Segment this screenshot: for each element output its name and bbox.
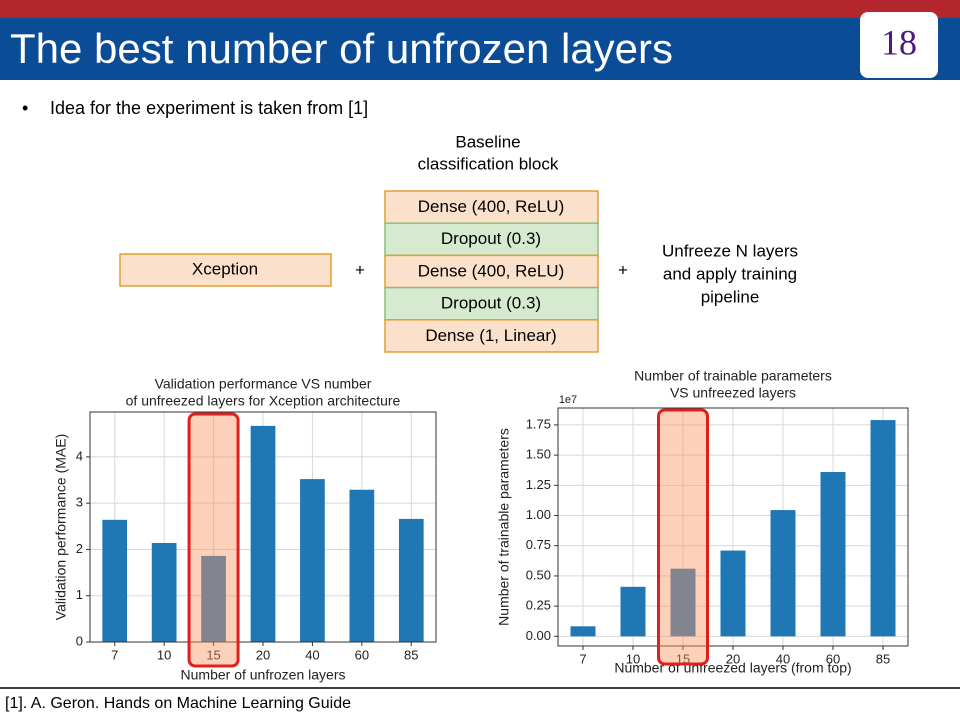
bar (398, 518, 424, 642)
y-tick-label: 0.00 (526, 628, 551, 643)
bar (870, 420, 896, 637)
layer-box (384, 286, 599, 321)
x-tick-label: 40 (305, 647, 319, 662)
chart-title: VS unfreezed layers (670, 385, 796, 401)
y-tick-label: 1.00 (526, 507, 551, 522)
bar (250, 425, 276, 642)
slide-title: The best number of unfrozen layers (10, 25, 673, 72)
bar (201, 555, 226, 642)
block-title: classification block (418, 154, 559, 173)
title-band (0, 18, 960, 80)
x-axis-label: Number of unfreezed layers (from top) (614, 660, 851, 676)
bar (300, 479, 325, 642)
plot-frame (557, 407, 909, 647)
y-tick-label: 1.75 (526, 416, 551, 431)
x-tick-label: 20 (256, 647, 270, 662)
y-tick-label: 1.50 (526, 447, 551, 462)
plus: + (618, 260, 628, 279)
chart-title: Validation performance VS number (155, 376, 372, 392)
highlight-box (187, 412, 240, 668)
y-axis-label: Number of trainable parameters (496, 428, 512, 626)
bullet-dot: • (22, 98, 28, 118)
layer-box (384, 190, 599, 224)
bar (820, 472, 846, 637)
bar (720, 550, 746, 637)
note: and apply training (663, 264, 797, 283)
x-tick-label: 40 (776, 651, 790, 666)
note: Unfreeze N layers (662, 241, 798, 260)
bar (620, 586, 646, 637)
layer-box (384, 319, 599, 353)
x-tick-label: 10 (157, 647, 171, 662)
layer-label: Dense (400, ReLU) (418, 197, 564, 216)
chart-title: of unfreezed layers for Xception archite… (126, 393, 401, 409)
layer-label: Dense (400, ReLU) (418, 261, 564, 280)
offset-label: 1e7 (559, 394, 577, 406)
backbone-box (119, 253, 332, 287)
plot-frame (89, 411, 437, 643)
page-number-box (860, 12, 938, 78)
bar (349, 489, 375, 642)
x-tick-label: 60 (355, 647, 369, 662)
bar (770, 510, 796, 637)
bullet-text: Idea for the experiment is taken from [1… (50, 98, 368, 118)
plus: + (355, 260, 365, 279)
y-tick-label: 1.25 (526, 477, 551, 492)
block-title: Baseline (455, 132, 520, 151)
top-stripe (0, 0, 960, 18)
backbone-label: Xception (192, 259, 258, 278)
y-tick-label: 2 (76, 541, 83, 556)
y-tick-label: 0.75 (526, 537, 551, 552)
x-tick-label: 7 (111, 647, 118, 662)
highlight-box (657, 408, 709, 666)
x-tick-label: 85 (404, 647, 418, 662)
chart-title: Number of trainable parameters (634, 368, 832, 384)
y-axis-label: Validation performance (MAE) (53, 434, 69, 620)
y-tick-label: 0.50 (526, 567, 551, 582)
x-tick-label: 10 (626, 651, 640, 666)
y-tick-label: 3 (76, 495, 83, 510)
y-tick-label: 0.25 (526, 598, 551, 613)
page-number: 18 (881, 22, 917, 62)
bar (102, 519, 128, 642)
layer-box (384, 222, 599, 257)
y-tick-label: 1 (76, 587, 83, 602)
layer-label: Dense (1, Linear) (425, 326, 556, 345)
note: pipeline (701, 287, 760, 306)
layer-label: Dropout (0.3) (441, 229, 541, 248)
bar (151, 542, 177, 642)
x-axis-label: Number of unfrozen layers (181, 667, 346, 683)
x-tick-label: 60 (826, 651, 840, 666)
bar (570, 626, 596, 637)
y-tick-label: 0 (76, 633, 83, 648)
bar (670, 568, 696, 637)
x-tick-label: 15 (206, 647, 220, 662)
y-tick-label: 4 (76, 448, 83, 463)
x-tick-label: 85 (876, 651, 890, 666)
layer-label: Dropout (0.3) (441, 294, 541, 313)
footer: [1]. A. Geron. Hands on Machine Learning… (5, 695, 351, 712)
x-tick-label: 20 (726, 651, 740, 666)
x-tick-label: 7 (579, 651, 586, 666)
